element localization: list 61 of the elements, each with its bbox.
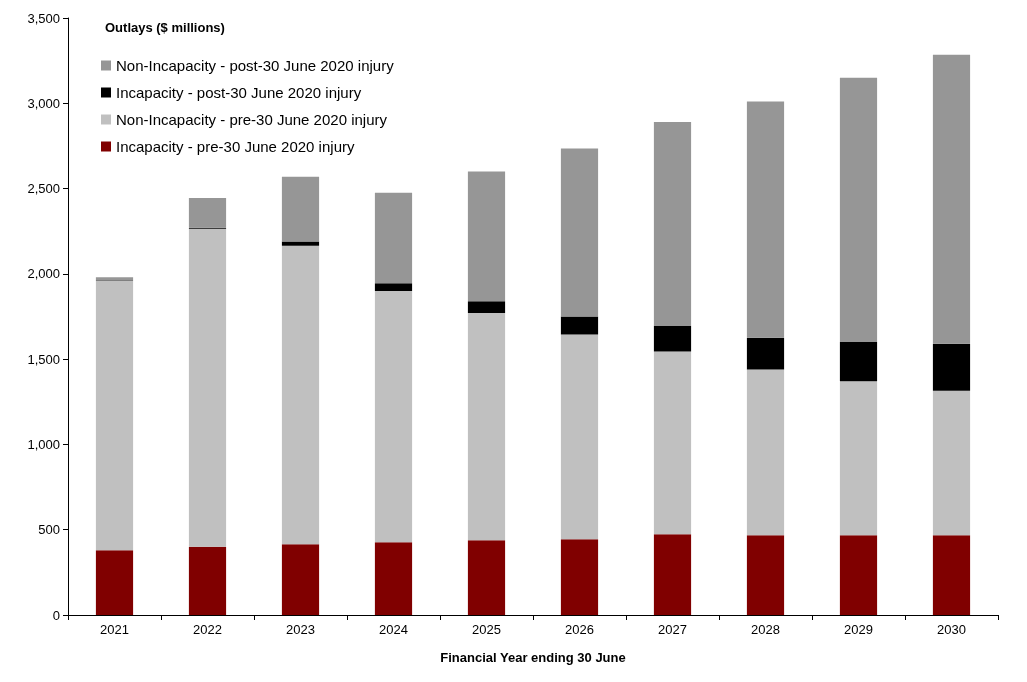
bar bbox=[281, 176, 320, 242]
bar bbox=[281, 544, 320, 615]
x-tick-label: 2021 bbox=[100, 622, 129, 637]
bar bbox=[374, 192, 413, 284]
y-tick-label: 3,000 bbox=[27, 95, 60, 111]
x-tick-label: 2028 bbox=[751, 622, 780, 637]
legend-label: Non-Incapacity - pre-30 June 2020 injury bbox=[116, 111, 388, 128]
chart-title: Outlays ($ millions) bbox=[105, 20, 225, 35]
bar bbox=[746, 535, 785, 615]
legend-label: Incapacity - pre-30 June 2020 injury bbox=[116, 138, 355, 155]
y-tick-label: 500 bbox=[38, 522, 60, 538]
y-tick-label: 1,500 bbox=[27, 351, 60, 367]
bar bbox=[560, 316, 599, 335]
bar bbox=[467, 313, 506, 541]
bar bbox=[374, 283, 413, 291]
x-tick-label: 2025 bbox=[472, 622, 501, 637]
bar bbox=[932, 390, 971, 536]
bar bbox=[746, 101, 785, 338]
bar bbox=[188, 546, 227, 615]
bar bbox=[839, 535, 878, 615]
bar bbox=[281, 245, 320, 545]
bar bbox=[839, 77, 878, 343]
bar bbox=[653, 534, 692, 615]
bar bbox=[746, 369, 785, 536]
bar bbox=[560, 148, 599, 317]
x-tick-label: 2026 bbox=[565, 622, 594, 637]
y-tick-label: 3,500 bbox=[27, 10, 60, 26]
x-tick-label: 2023 bbox=[286, 622, 315, 637]
x-axis-title: Financial Year ending 30 June bbox=[440, 650, 626, 665]
x-tick-label: 2022 bbox=[193, 622, 222, 637]
bar bbox=[932, 54, 971, 344]
bar bbox=[374, 290, 413, 543]
bar bbox=[95, 550, 134, 615]
bar bbox=[839, 381, 878, 536]
x-tick-label: 2024 bbox=[379, 622, 408, 637]
x-tick-label: 2030 bbox=[937, 622, 966, 637]
legend-label: Incapacity - post-30 June 2020 injury bbox=[116, 84, 362, 101]
bar bbox=[467, 540, 506, 615]
bar bbox=[467, 301, 506, 314]
y-tick-label: 1,000 bbox=[27, 436, 60, 452]
bar bbox=[653, 351, 692, 535]
bar bbox=[653, 325, 692, 352]
bar bbox=[467, 171, 506, 302]
bar bbox=[188, 197, 227, 228]
bar bbox=[560, 539, 599, 615]
bar bbox=[281, 241, 320, 246]
bar bbox=[653, 122, 692, 326]
bar bbox=[932, 535, 971, 615]
y-tick-label: 2,500 bbox=[27, 181, 60, 197]
bar bbox=[932, 343, 971, 391]
bar bbox=[746, 337, 785, 370]
bar bbox=[839, 342, 878, 382]
x-tick-label: 2027 bbox=[658, 622, 687, 637]
legend-label: Non-Incapacity - post-30 June 2020 injury bbox=[116, 57, 395, 74]
bar bbox=[374, 542, 413, 615]
bar bbox=[560, 334, 599, 540]
bar bbox=[188, 228, 227, 547]
y-tick-label: 0 bbox=[52, 607, 60, 623]
x-tick-label: 2029 bbox=[844, 622, 873, 637]
y-tick-label: 2,000 bbox=[27, 266, 60, 282]
bar bbox=[95, 280, 134, 551]
